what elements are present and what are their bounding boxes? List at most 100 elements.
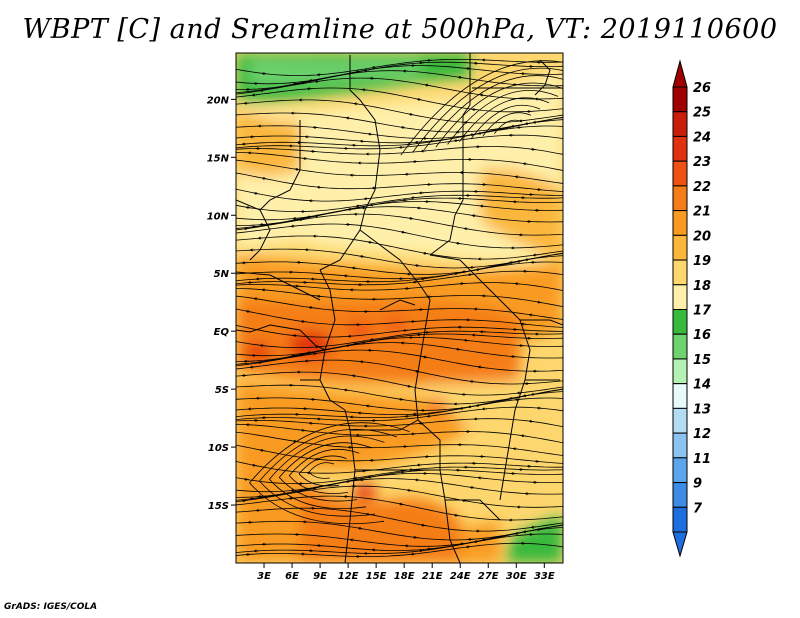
latitude-axis: 20N 15N 10N 5N EQ 5S 10S 15S <box>207 95 236 512</box>
streamline <box>236 444 563 464</box>
colorbar-label: 17 <box>693 304 712 319</box>
streamline-arrow <box>367 132 374 136</box>
streamline <box>308 462 335 479</box>
streamline <box>236 533 563 554</box>
streamline-arrow <box>473 540 480 544</box>
lon-tick-label: 12E <box>338 571 359 582</box>
colorbar-label: 16 <box>693 328 711 343</box>
colorbar-swatch <box>672 234 688 261</box>
streamline-arrow <box>294 167 301 172</box>
streamline <box>236 507 563 532</box>
streamline-arrow <box>422 355 429 359</box>
streamline-arrow <box>259 448 266 452</box>
streamline <box>236 152 563 171</box>
streamline-arrow <box>251 225 258 229</box>
streamline-arrow <box>477 365 484 369</box>
streamline <box>236 70 563 94</box>
streamline <box>236 461 563 474</box>
colorbar-bottom-arrow <box>672 531 688 558</box>
colorbar-swatch <box>672 185 688 212</box>
streamline-arrow <box>398 502 405 506</box>
streamline <box>258 429 398 517</box>
streamline-arrow <box>243 227 250 231</box>
colorbar-label: 22 <box>693 180 711 195</box>
streamline <box>236 253 563 275</box>
streamline-arrow <box>479 204 486 208</box>
streamline <box>412 67 563 153</box>
streamline-arrow <box>314 79 321 83</box>
streamline-arrow <box>251 463 258 467</box>
streamline <box>236 99 563 124</box>
chart-title: WBPT [C] and Sreamline at 500hPa, VT: 20… <box>22 14 778 45</box>
colorbar-swatch <box>672 160 688 187</box>
lat-tick-label: 15S <box>208 501 229 512</box>
streamline-arrow <box>261 176 268 181</box>
streamline-arrow <box>459 406 466 410</box>
streamline-arrow <box>420 523 427 527</box>
streamline <box>458 97 550 142</box>
streamline <box>298 455 347 487</box>
streamline-arrow <box>536 527 543 532</box>
colorbar-label: 18 <box>693 279 711 294</box>
colorbar-swatch <box>672 482 688 508</box>
colorbar-swatch <box>672 383 688 409</box>
streamline <box>236 388 563 411</box>
streamline-arrow <box>359 254 366 259</box>
lon-tick-label: 18E <box>394 571 415 582</box>
streamline-arrow <box>296 490 303 494</box>
streamline <box>236 308 563 328</box>
streamline-arrow <box>424 83 431 87</box>
streamline <box>236 59 563 77</box>
streamline-arrow <box>475 267 482 272</box>
streamline-arrow <box>420 277 427 281</box>
streamline <box>400 60 563 156</box>
streamline-arrow <box>481 538 488 542</box>
streamline <box>236 391 563 415</box>
colorbar-label: 15 <box>693 353 711 368</box>
lon-tick-label: 27E <box>478 571 499 582</box>
streamline <box>236 349 563 372</box>
streamline-arrow <box>408 216 415 221</box>
streamline-arrow <box>353 102 360 106</box>
streamline <box>423 75 563 151</box>
streamline-arrow <box>241 499 248 503</box>
streamline-arrow <box>345 116 352 120</box>
streamline-arrow <box>532 253 539 257</box>
colorbar: 26 25 24 23 22 21 20 19 18 17 16 15 14 13 12 11 9 7 <box>672 59 712 558</box>
streamline <box>236 77 563 100</box>
streamline <box>236 270 563 286</box>
streamline-arrow <box>314 214 321 218</box>
streamline-arrow <box>514 175 521 179</box>
colorbar-swatch <box>672 506 688 533</box>
streamline-arrow <box>469 486 476 490</box>
streamline-arrow <box>257 360 264 365</box>
streamline <box>268 435 385 510</box>
streamline-arrow <box>343 388 350 392</box>
streamline <box>236 159 563 184</box>
colorbar-label: 24 <box>693 130 711 145</box>
streamline <box>236 287 563 308</box>
colorbar-swatch <box>672 333 688 360</box>
streamline-arrow <box>400 125 407 130</box>
streamline-arrow <box>300 428 307 432</box>
streamline-arrow <box>245 309 252 314</box>
streamline-arrow <box>471 214 478 218</box>
lon-tick-label: 30E <box>506 571 527 582</box>
streamline <box>236 213 563 236</box>
streamline <box>236 235 563 260</box>
colorbar-label: 12 <box>693 427 711 442</box>
streamline-arrow <box>249 497 256 501</box>
streamline-arrow <box>367 240 374 244</box>
colorbar-swatch <box>672 210 688 236</box>
streamline-arrow <box>479 93 486 97</box>
streamline <box>494 119 523 134</box>
streamline <box>236 371 563 396</box>
streamline <box>236 397 563 418</box>
streamline-arrow <box>412 535 419 540</box>
streamline-arrow <box>528 419 535 423</box>
streamline <box>236 330 563 348</box>
streamline <box>236 146 563 155</box>
streamline <box>236 324 563 338</box>
streamline-arrow <box>351 374 358 378</box>
streamline <box>482 112 532 137</box>
